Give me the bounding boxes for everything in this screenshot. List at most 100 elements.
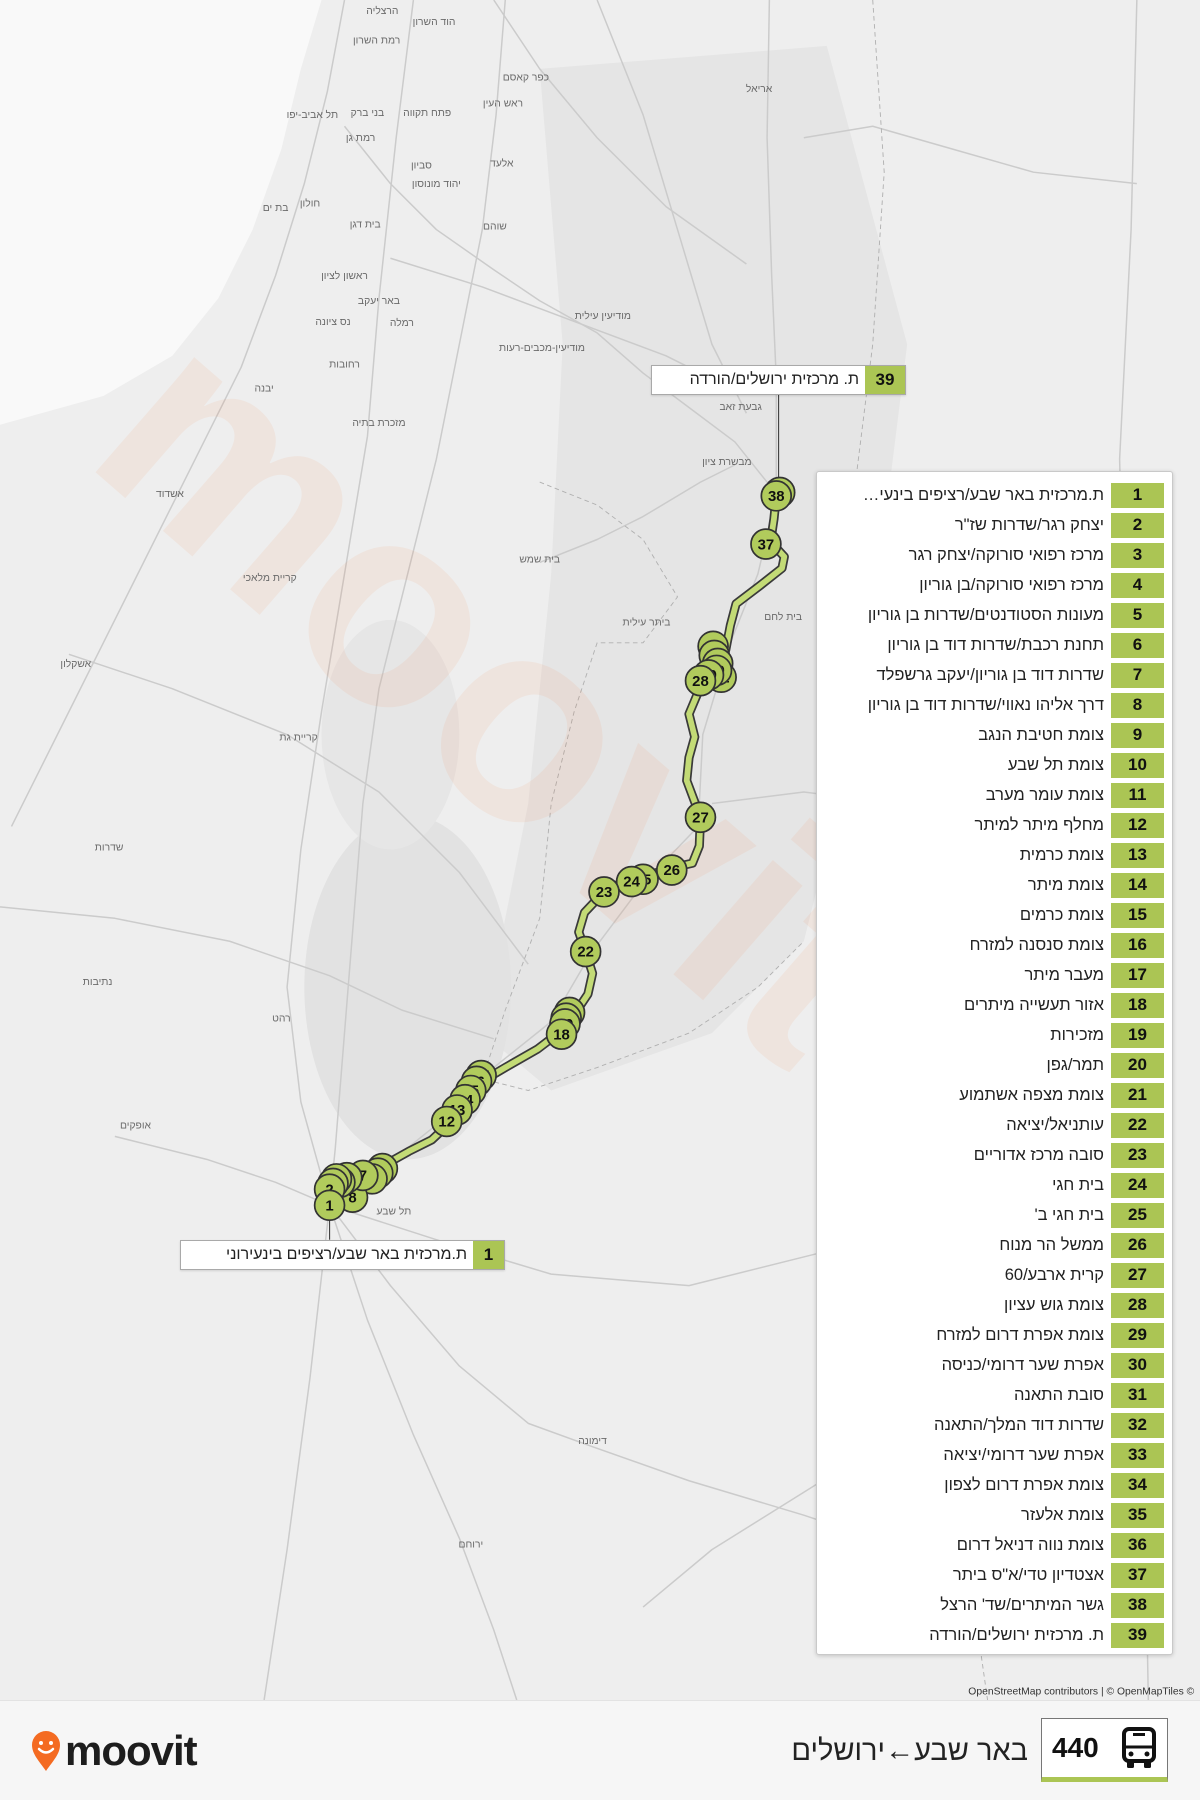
- moovit-pin-icon: [32, 1731, 60, 1771]
- stop-list-item[interactable]: 13 צומת כרמית: [823, 840, 1164, 870]
- stop-marker[interactable]: 28: [684, 664, 717, 697]
- stop-name: מחלף מיתר למיתר: [974, 816, 1104, 834]
- stop-list-item[interactable]: 22 עותניאל/יציאה: [823, 1110, 1164, 1140]
- stop-marker[interactable]: 22: [569, 935, 602, 968]
- stop-marker[interactable]: 1: [313, 1189, 346, 1222]
- stop-list-item[interactable]: 1 ת.מרכזית באר שבע/רציפים בינעי…: [823, 480, 1164, 510]
- stop-name: צומת סנסנה למזרח: [969, 936, 1104, 954]
- stop-list-item[interactable]: 21 צומת מצפה אשתמוע: [823, 1080, 1164, 1110]
- stop-list-item[interactable]: 18 אזור תעשייה מיתרים: [823, 990, 1164, 1020]
- stop-marker-circle: [655, 854, 688, 886]
- stop-name: צומת עומר מערב: [985, 786, 1104, 804]
- stop-number-badge: 26: [1111, 1232, 1164, 1258]
- stop-list-item[interactable]: 3 מרכז רפואי סורוקה/יצחק רגר: [823, 540, 1164, 570]
- stop-list-item[interactable]: 16 צומת סנסנה למזרח: [823, 930, 1164, 960]
- stop-list-item[interactable]: 9 צומת חטיבת הנגב: [823, 720, 1164, 750]
- stop-name: מעונות הסטודנטים/שדרות בן גוריון: [867, 606, 1104, 624]
- stop-marker[interactable]: 12: [430, 1105, 463, 1138]
- stop-list-item[interactable]: 30 אפרת שער דרומי/כניסה: [823, 1350, 1164, 1380]
- stop-list-item[interactable]: 38 גשר המיתרים/שד' הרצל: [823, 1590, 1164, 1620]
- stop-number-badge: 18: [1111, 992, 1164, 1018]
- stop-marker-number: 23: [596, 884, 613, 901]
- stop-list-item[interactable]: 14 צומת מיתר: [823, 870, 1164, 900]
- stop-marker-circle: [430, 1105, 463, 1138]
- map-place-label: גבעת זאב: [719, 402, 762, 413]
- stop-marker[interactable]: 37: [750, 528, 782, 560]
- stop-list-item[interactable]: 34 צומת אפרת דרום לצפון: [823, 1470, 1164, 1500]
- road-line: [0, 906, 495, 1040]
- stop-list-item[interactable]: 20 תמר/גפן: [823, 1050, 1164, 1080]
- stop-list-item[interactable]: 2 יצחק רגר/שדרות שז"ר: [823, 510, 1164, 540]
- stop-list-item[interactable]: 39 ת. מרכזית ירושלים/הורדה: [823, 1620, 1164, 1650]
- map-place-label: נס ציונה: [315, 317, 350, 328]
- map-place-label: שדרות: [95, 843, 124, 854]
- stop-list-item[interactable]: 32 שדרות דוד המלך/התאנה: [823, 1410, 1164, 1440]
- stop-marker[interactable]: 18: [545, 1018, 578, 1051]
- stop-marker[interactable]: 24: [615, 865, 648, 898]
- stop-marker-number: 18: [553, 1026, 570, 1043]
- stop-list-item[interactable]: 11 צומת עומר מערב: [823, 780, 1164, 810]
- stop-list-item[interactable]: 37 אצטדיון טדי/א"ס ביתר: [823, 1560, 1164, 1590]
- stop-number-badge: 32: [1111, 1412, 1164, 1438]
- stop-name: צומת אפרת דרום למזרח: [936, 1326, 1104, 1344]
- stop-list-item[interactable]: 29 צומת אפרת דרום למזרח: [823, 1320, 1164, 1350]
- stop-marker-circle: [684, 664, 717, 697]
- stop-marker[interactable]: 23: [588, 876, 620, 908]
- stop-marker-number: 38: [768, 488, 785, 505]
- moovit-logo[interactable]: moovit: [30, 1727, 198, 1774]
- stop-list-item[interactable]: 17 מעבר מיתר: [823, 960, 1164, 990]
- map-place-label: פתח תקווה: [403, 108, 451, 119]
- route-title: באר שבע←ירושלים: [791, 1735, 1028, 1767]
- stop-name: מרכז רפואי סורוקה/יצחק רגר: [908, 546, 1104, 564]
- stop-list-item[interactable]: 7 שדרות דוד בן גוריון/יעקב גרשפלד: [823, 660, 1164, 690]
- stop-marker[interactable]: 38: [760, 480, 793, 512]
- map-place-label: נתיבות: [83, 977, 113, 988]
- stop-number-badge: 13: [1111, 842, 1164, 868]
- stop-list-item[interactable]: 19 מזכירות: [823, 1020, 1164, 1050]
- stop-list-item[interactable]: 8 דרך אליהו נאווי/שדרות דוד בן גוריון: [823, 690, 1164, 720]
- stop-list-item[interactable]: 36 צומת נווה דניאל דרום: [823, 1530, 1164, 1560]
- stop-number-badge: 33: [1111, 1442, 1164, 1468]
- stop-number-badge: 22: [1111, 1112, 1164, 1138]
- stop-list-item[interactable]: 15 צומת כרמים: [823, 900, 1164, 930]
- map-place-label: מודיעין עילית: [575, 310, 631, 322]
- map-place-label: כפר קאסם: [503, 72, 549, 83]
- stop-list-item[interactable]: 6 תחנת רכבת/שדרות דוד בן גוריון: [823, 630, 1164, 660]
- stop-list-item[interactable]: 10 צומת תל שבע: [823, 750, 1164, 780]
- stop-number-badge: 27: [1111, 1262, 1164, 1288]
- stop-number-badge: 35: [1111, 1502, 1164, 1528]
- stop-list-item[interactable]: 12 מחלף מיתר למיתר: [823, 810, 1164, 840]
- origin-callout[interactable]: 1 ת.מרכזית באר שבע/רציפים בינעירוני: [180, 1240, 505, 1270]
- map-place-label: אשדוד: [156, 489, 184, 500]
- stop-list-item[interactable]: 25 בית חגי ב': [823, 1200, 1164, 1230]
- origin-stop-number: 1: [473, 1241, 504, 1269]
- stop-name: ת.מרכזית באר שבע/רציפים בינעי…: [862, 486, 1104, 504]
- stop-list-item[interactable]: 24 בית חגי: [823, 1170, 1164, 1200]
- stop-name: אזור תעשייה מיתרים: [963, 996, 1104, 1014]
- stop-list-item[interactable]: 26 ממשל הר מנוח: [823, 1230, 1164, 1260]
- road-line: [114, 1135, 330, 1206]
- map-place-label: רמת השרון: [353, 36, 400, 47]
- stop-number-badge: 6: [1111, 632, 1164, 658]
- stop-marker-number: 1: [325, 1197, 333, 1214]
- stop-list-item[interactable]: 33 אפרת שער דרומי/יציאה: [823, 1440, 1164, 1470]
- map-place-label: מזכרת בתיה: [352, 418, 405, 429]
- stop-list-item[interactable]: 35 צומת אלעזר: [823, 1500, 1164, 1530]
- stop-name: צומת תל שבע: [1007, 756, 1104, 774]
- stop-list-item[interactable]: 4 מרכז רפואי סורוקה/בן גוריון: [823, 570, 1164, 600]
- stop-list-item[interactable]: 31 סובת התאנה: [823, 1380, 1164, 1410]
- logo-text: moovit: [65, 1727, 198, 1774]
- destination-callout[interactable]: 39 ת. מרכזית ירושלים/הורדה: [651, 365, 906, 395]
- map-place-label: דימונה: [578, 1436, 607, 1447]
- map-place-label: תל אביב-יפו: [287, 109, 338, 121]
- stop-marker[interactable]: 26: [655, 854, 688, 886]
- stop-list-item[interactable]: 23 סובה מרכז אדוריים: [823, 1140, 1164, 1170]
- road-line: [328, 1205, 518, 1700]
- stop-list-item[interactable]: 5 מעונות הסטודנטים/שדרות בן גוריון: [823, 600, 1164, 630]
- map-place-label: קריית מלאכי: [243, 572, 297, 584]
- stop-list-panel: 1 ת.מרכזית באר שבע/רציפים בינעי… 2 יצחק רגר…: [816, 471, 1173, 1655]
- stop-marker[interactable]: 27: [684, 801, 717, 834]
- stop-list-item[interactable]: 27 קרית ארבע/60: [823, 1260, 1164, 1290]
- stop-list-item[interactable]: 28 צומת גוש עציון: [823, 1290, 1164, 1320]
